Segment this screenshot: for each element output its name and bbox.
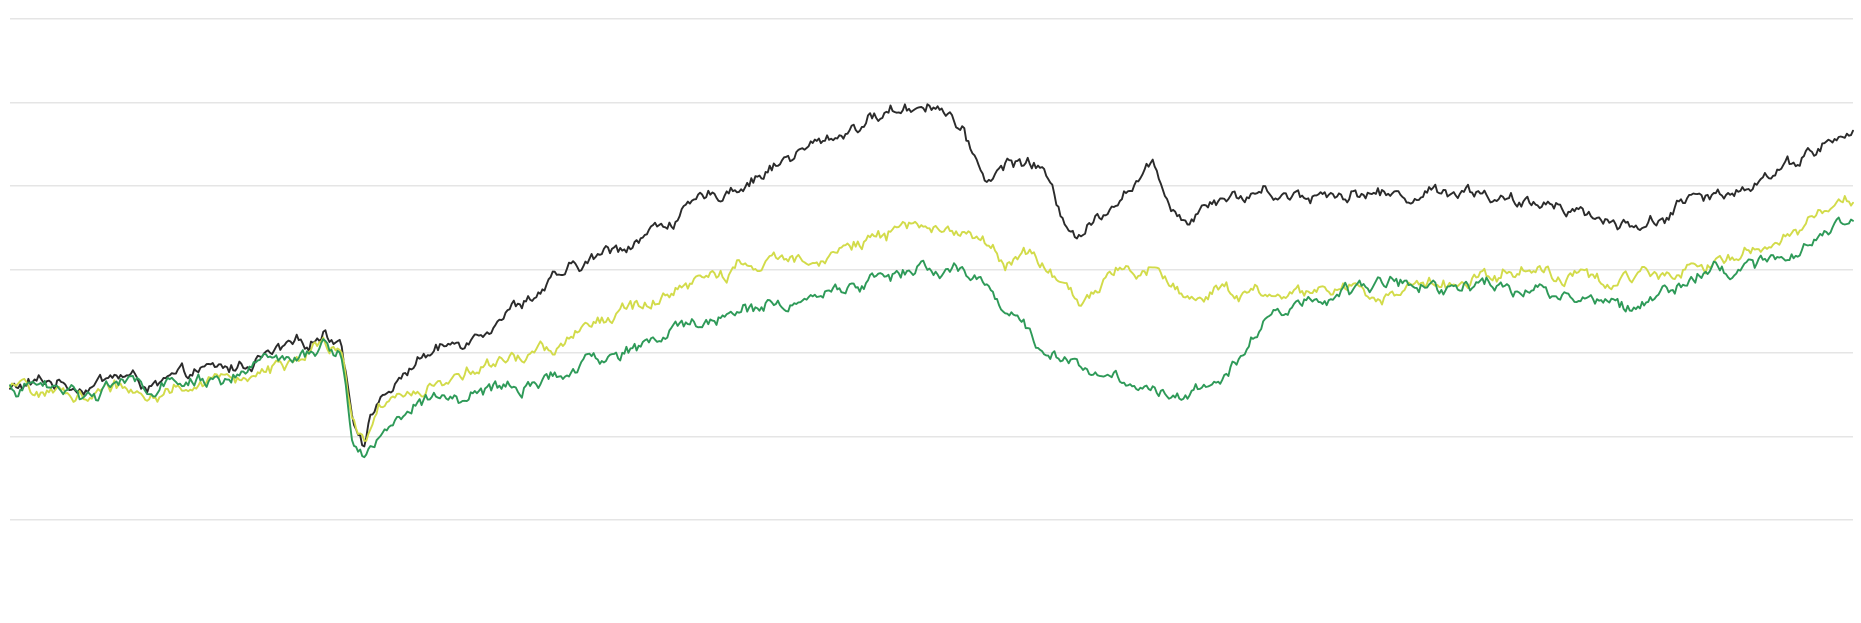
grid-layer [10,17,1853,521]
series-layer [9,103,1854,459]
series-line-2 [9,195,1854,442]
series-line-3 [9,216,1854,459]
series-line-1 [9,103,1854,448]
